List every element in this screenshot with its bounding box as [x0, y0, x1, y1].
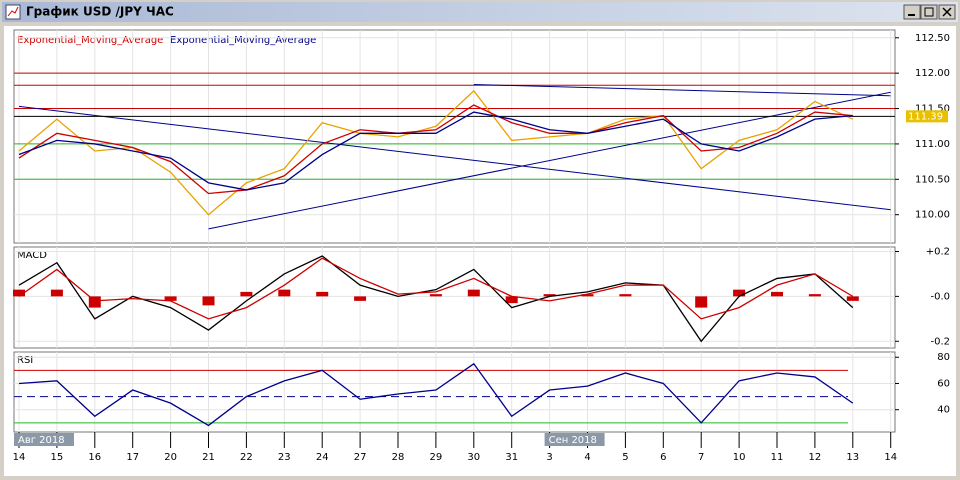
x-tick-label: 22: [240, 452, 253, 463]
month-label: Сен 2018: [549, 435, 597, 446]
window-buttons[interactable]: [903, 4, 956, 20]
histogram-bar: [202, 296, 215, 306]
histogram-bar: [240, 291, 253, 297]
x-tick-label: 31: [505, 452, 518, 463]
y-tick-label: 40: [937, 405, 950, 416]
trend-line: [208, 91, 891, 230]
last-price-box: [906, 110, 948, 123]
panel-frame: [13, 29, 896, 244]
month-label-box: [544, 433, 605, 446]
histogram-bar: [808, 294, 821, 297]
x-tick-label: 11: [771, 452, 784, 463]
series-line: [18, 89, 854, 216]
x-tick-label: 4: [584, 452, 590, 463]
x-tick-label: 12: [809, 452, 822, 463]
x-tick-label: 29: [430, 452, 443, 463]
panel-title: MACD: [17, 250, 47, 261]
month-label-box: [14, 433, 74, 446]
y-tick-label: +0.2: [926, 246, 950, 257]
y-tick-label: 110.50: [915, 174, 950, 185]
maximize-button[interactable]: [920, 4, 938, 20]
panel-frame: [13, 351, 896, 433]
x-tick-label: 14: [13, 452, 26, 463]
series-line: [18, 257, 854, 320]
histogram-bar: [13, 289, 25, 297]
series-line: [18, 362, 854, 427]
title-bar: [2, 2, 958, 22]
x-tick-label: 30: [467, 452, 480, 463]
y-tick-label: 111.00: [915, 139, 950, 150]
last-price-label: 111.39: [908, 111, 943, 122]
x-tick-label: 3: [546, 452, 552, 463]
x-tick-label: 27: [354, 452, 367, 463]
histogram-bar: [467, 289, 480, 297]
histogram-bar: [316, 291, 329, 297]
histogram-bar: [581, 294, 594, 297]
histogram-bar: [543, 294, 556, 297]
y-tick-label: 110.00: [915, 210, 950, 221]
series-line: [18, 104, 853, 195]
x-tick-label: 16: [88, 452, 101, 463]
window-icon-glyph: [7, 6, 19, 17]
trend-line: [18, 105, 891, 211]
trend-line: [473, 83, 891, 97]
x-tick-label: 15: [51, 452, 64, 463]
histogram-bar: [50, 289, 63, 297]
y-tick-label: 112.00: [915, 68, 950, 79]
x-tick-label: 23: [278, 452, 291, 463]
x-tick-label: 13: [846, 452, 859, 463]
x-tick-label: 24: [316, 452, 329, 463]
series-line: [18, 255, 854, 343]
histogram-bar: [505, 296, 518, 304]
x-tick-label: 28: [392, 452, 405, 463]
y-tick-label: -0.2: [930, 336, 950, 347]
window-title: График USD /JPY ЧАС: [26, 5, 174, 19]
histogram-bar: [354, 296, 367, 301]
histogram-bar: [733, 289, 746, 297]
series-line: [18, 111, 853, 191]
y-tick-label: 111.50: [915, 104, 950, 115]
panel-frame: [13, 246, 896, 349]
histogram-bar: [88, 296, 101, 308]
histogram-bar: [164, 296, 177, 301]
legend-entry: Exponential_Moving_Average: [170, 35, 316, 46]
x-tick-label: 6: [660, 452, 666, 463]
minimize-button[interactable]: [903, 4, 921, 20]
month-label: Авг 2018: [18, 435, 65, 446]
y-tick-label: 60: [937, 378, 950, 389]
x-tick-label: 20: [164, 452, 177, 463]
histogram-bar: [619, 294, 632, 297]
histogram-bar: [278, 289, 291, 297]
x-tick-label: 10: [733, 452, 746, 463]
histogram-bar: [429, 294, 442, 297]
x-tick-label: 5: [622, 452, 628, 463]
x-tick-label: 21: [202, 452, 215, 463]
y-tick-label: -0.0: [930, 291, 950, 302]
close-glyph: [942, 7, 952, 17]
y-tick-label: 112.50: [915, 33, 950, 44]
histogram-bar: [695, 296, 708, 308]
histogram-bar: [771, 291, 783, 297]
x-tick-label: 17: [126, 452, 139, 463]
maximize-glyph: [924, 7, 934, 17]
x-tick-label: 14: [884, 452, 897, 463]
panel-title: RSI: [17, 355, 33, 366]
histogram-bar: [846, 296, 859, 301]
y-tick-label: 80: [937, 352, 950, 363]
legend-entry: Exponential_Moving_Average: [17, 35, 163, 46]
x-tick-label: 7: [698, 452, 704, 463]
